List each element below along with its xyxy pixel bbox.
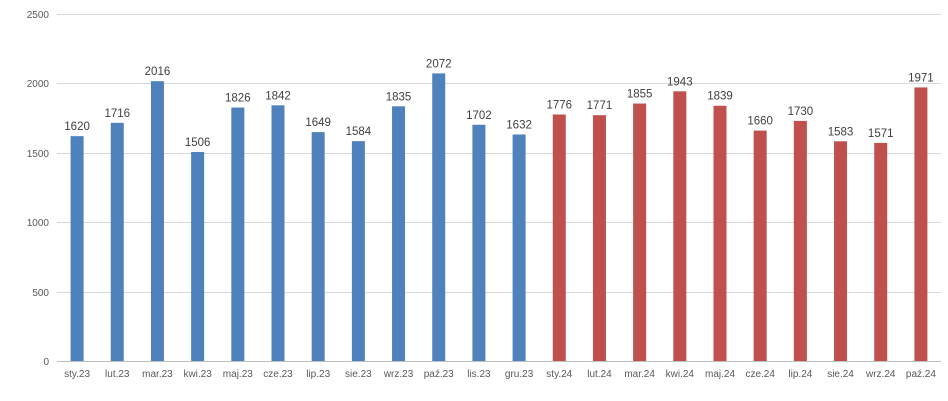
bar-maj.23	[231, 107, 245, 361]
data-label: 1660	[747, 116, 773, 128]
bar-kwi.23	[191, 151, 205, 361]
data-label: 1583	[828, 126, 854, 138]
bar-lip.24	[793, 120, 807, 361]
bar-paź.24	[914, 87, 928, 361]
data-label: 1632	[506, 119, 532, 131]
data-label: 1649	[305, 117, 331, 129]
bar-sty.24	[552, 114, 566, 361]
y-axis-ticks: 0 500 1000 1500 2000 2500	[27, 10, 50, 368]
bar-cze.24	[753, 130, 767, 361]
x-tick-label: sty.23	[64, 369, 90, 380]
x-tick-label: paź.23	[424, 369, 454, 380]
y-tick-label: 2500	[27, 10, 50, 21]
data-label: 1730	[788, 106, 814, 118]
y-tick-label: 1000	[27, 218, 50, 229]
bar-mar.24	[633, 103, 647, 361]
data-labels: 1620 1716 2016 1506 1826 1842 1649 1584 1835 2072…	[64, 58, 933, 149]
data-label: 1620	[64, 121, 90, 133]
bar-sie.23	[351, 141, 365, 361]
bar-paź.23	[432, 73, 446, 361]
data-label: 1584	[346, 126, 372, 138]
data-label: 1855	[627, 89, 653, 101]
data-label: 1716	[104, 108, 130, 120]
data-label: 1826	[225, 93, 251, 105]
y-tick-label: 500	[32, 288, 49, 299]
x-tick-label: wrz.23	[383, 369, 414, 380]
x-tick-label: cze.23	[263, 369, 293, 380]
x-tick-label: maj.23	[223, 369, 253, 380]
bar-lip.23	[311, 132, 325, 361]
bar-mar.23	[150, 81, 164, 361]
data-label: 1971	[908, 72, 934, 84]
data-label: 2016	[145, 66, 171, 78]
x-tick-label: sty.24	[546, 369, 572, 380]
bars	[70, 73, 928, 362]
x-tick-label: sie.24	[827, 369, 854, 380]
y-tick-label: 2000	[27, 79, 50, 90]
data-label: 1506	[185, 137, 211, 149]
x-tick-label: mar.23	[142, 369, 173, 380]
x-tick-label: kwi.23	[183, 369, 212, 380]
x-tick-label: mar.24	[624, 369, 655, 380]
bar-wrz.23	[392, 106, 406, 361]
data-label: 1771	[587, 100, 613, 112]
x-tick-label: lip.24	[788, 369, 812, 380]
x-tick-label: wrz.24	[865, 369, 896, 380]
x-tick-label: paź.24	[906, 369, 936, 380]
bar-sie.24	[834, 141, 848, 361]
x-tick-label: lut.24	[587, 369, 612, 380]
x-tick-label: maj.24	[705, 369, 735, 380]
x-tick-label: kwi.24	[666, 369, 695, 380]
bar-sty.23	[70, 136, 84, 361]
bar-wrz.24	[874, 142, 888, 361]
x-tick-label: lip.23	[306, 369, 330, 380]
y-tick-label: 1500	[27, 149, 50, 160]
bar-lut.23	[110, 122, 124, 361]
data-label: 1776	[546, 99, 572, 111]
data-label: 1842	[265, 90, 291, 102]
data-label: 1702	[466, 110, 492, 122]
x-tick-label: lis.23	[467, 369, 491, 380]
bar-cze.23	[271, 105, 285, 361]
bar-kwi.24	[673, 91, 687, 362]
x-tick-label: cze.24	[745, 369, 775, 380]
data-label: 2072	[426, 58, 452, 70]
x-tick-label: lut.23	[105, 369, 130, 380]
x-axis-ticks: sty.23 lut.23 mar.23 kwi.23 maj.23 cze.23 lip.…	[64, 369, 936, 380]
y-tick-label: 0	[43, 357, 49, 368]
x-tick-label: sie.23	[345, 369, 372, 380]
bar-lis.23	[472, 124, 486, 362]
bar-maj.24	[713, 105, 727, 362]
gridlines	[57, 14, 941, 362]
bar-lut.24	[592, 115, 606, 361]
data-label: 1943	[667, 76, 693, 88]
bar-gru.23	[512, 134, 526, 361]
data-label: 1571	[868, 128, 894, 140]
x-tick-label: gru.23	[505, 369, 534, 380]
data-label: 1839	[707, 91, 733, 103]
data-label: 1835	[386, 91, 412, 103]
